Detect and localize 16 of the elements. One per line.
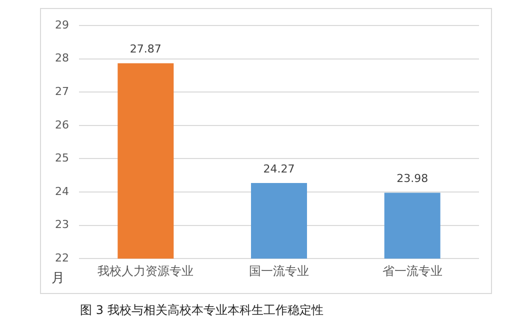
- y-axis-title: 月: [52, 270, 64, 286]
- data-label: 23.98: [396, 172, 428, 186]
- y-tick-label: 24: [54, 184, 69, 198]
- y-tick-label: 22: [54, 251, 69, 264]
- y-tick-label: 29: [54, 18, 69, 32]
- y-tick-label: 23: [54, 218, 69, 232]
- data-label: 24.27: [263, 162, 295, 176]
- x-tick-label: 我校人力资源专业: [98, 264, 194, 278]
- y-tick-label: 25: [54, 152, 69, 165]
- x-tick-label: 省一流专业: [382, 264, 442, 278]
- y-tick-label: 28: [54, 52, 69, 65]
- data-label: 27.87: [130, 42, 162, 56]
- y-tick-label: 26: [54, 118, 69, 132]
- text: 图 3 我校与相关高校本专业本科生工作稳定性: [80, 302, 324, 319]
- y-tick-label: 27: [54, 85, 69, 98]
- x-tick-label: 国一流专业: [249, 264, 309, 278]
